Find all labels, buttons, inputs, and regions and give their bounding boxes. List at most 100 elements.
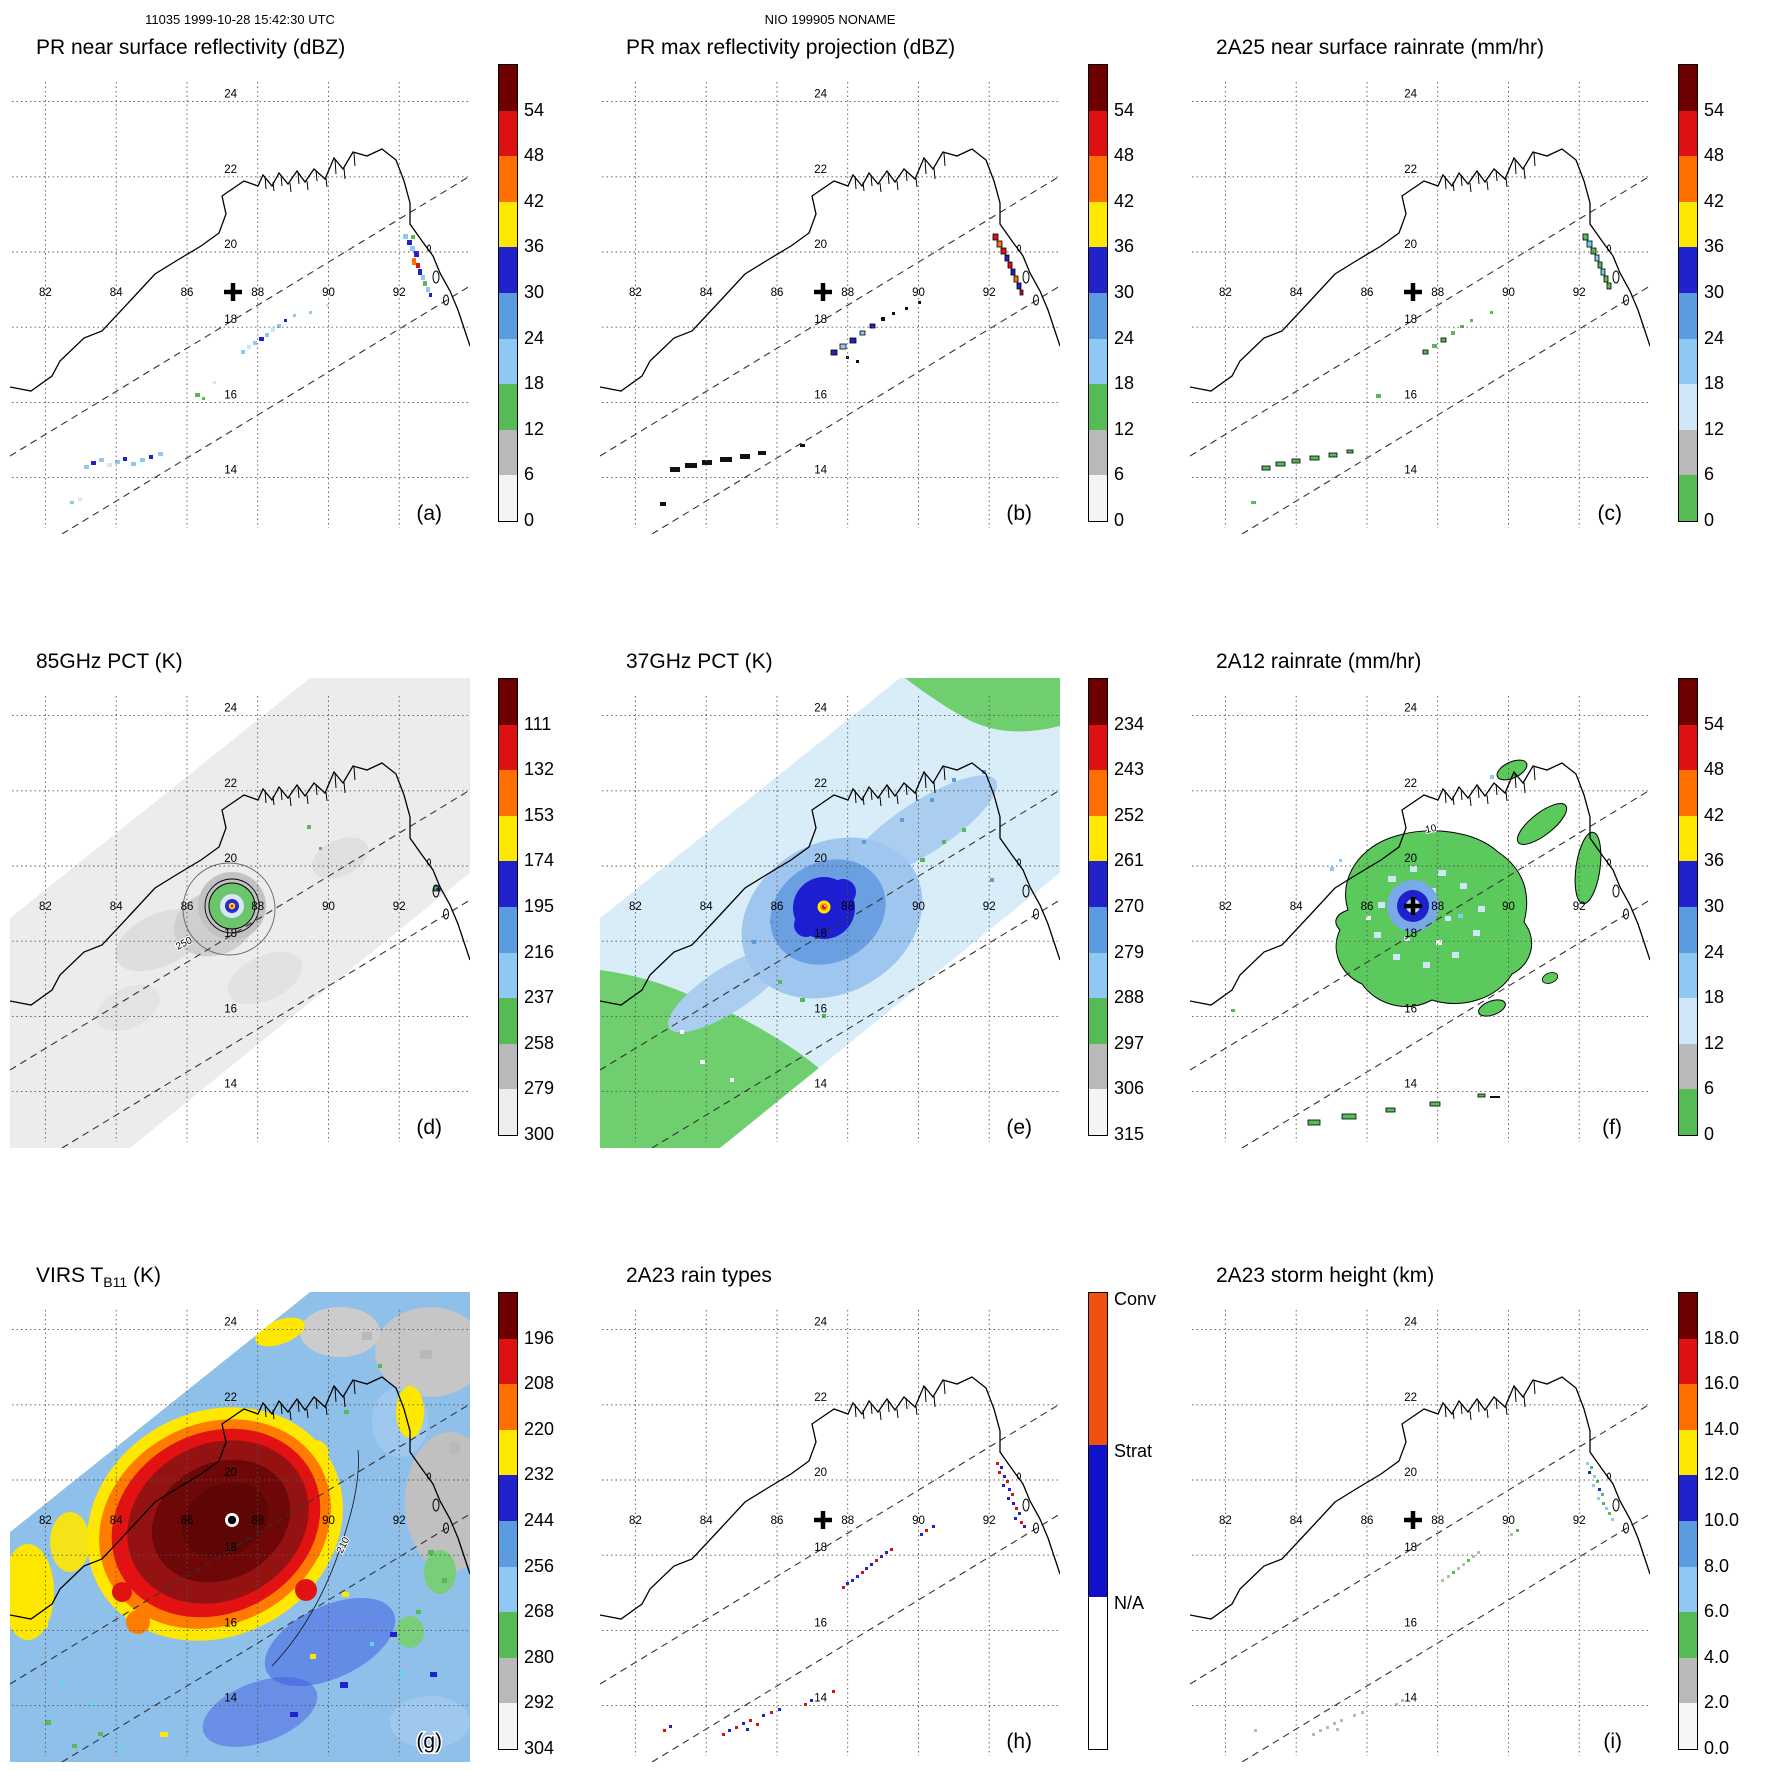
colorbar-tick-label: 12 (1114, 418, 1135, 439)
colorbar-segment (1679, 1043, 1697, 1090)
virs-ir-swath (10, 1292, 470, 1762)
data-pixel (752, 940, 756, 944)
data-pixel (195, 393, 200, 397)
data-pixel (45, 1720, 51, 1725)
data-pixel (310, 1654, 316, 1659)
data-pixel (996, 240, 1003, 248)
data-pixel (1008, 1488, 1011, 1491)
data-pixel (259, 337, 264, 341)
colorbar-tick-label: 196 (524, 1327, 555, 1348)
data-pixel (1447, 1575, 1450, 1578)
colorbar-segment (1679, 1429, 1697, 1476)
lon-label: 82 (39, 287, 52, 299)
data-pixel (1016, 282, 1022, 290)
lon-label: 82 (1219, 901, 1232, 913)
data-pixel (930, 798, 934, 802)
colorbar-tick-label: 288 (1114, 987, 1145, 1008)
data-pixel (149, 455, 153, 459)
data-pixel (284, 319, 287, 322)
lon-label: 92 (983, 901, 996, 913)
colorbar-labels: 18.0 16.0 14.0 12.0 10.0 8.0 6.0 4.0 2.0 0.0 (1704, 1292, 1766, 1757)
panel-i-map: 82 84 86 88 90 92 24 22 20 18 16 14 (i) (1190, 1309, 1650, 1762)
colorbar-segment (499, 1429, 517, 1476)
colorbar-segment (1679, 1089, 1697, 1135)
panel-letter: (f) (1602, 1116, 1622, 1139)
data-pixel (1438, 870, 1446, 876)
data-pixel (865, 1567, 868, 1570)
contour-value-label: 10 (1424, 823, 1438, 836)
data-pixel (1309, 455, 1320, 461)
colorbar-tick-label: 54 (524, 99, 545, 120)
data-pixel (862, 840, 866, 844)
data-pixel (1490, 1096, 1500, 1098)
panel-f-colorbar: 54 48 42 36 30 24 18 12 6 0 (1668, 678, 1768, 1148)
lon-label: 84 (700, 287, 713, 299)
data-pixel (1378, 902, 1385, 908)
colorbar-tick-label: 12 (1704, 1032, 1725, 1053)
data-pixel (99, 458, 104, 462)
swath-edge-lines (600, 175, 1060, 534)
colorbar-segment (1089, 292, 1107, 339)
data-pixel (416, 1610, 421, 1614)
data-pixel (920, 858, 925, 862)
data-pixel (1611, 1518, 1614, 1521)
data-pixel (1608, 1512, 1611, 1515)
data-pixel (1451, 331, 1455, 335)
colorbar-segment (1679, 952, 1697, 999)
data-pixel (1326, 1726, 1329, 1729)
colorbar-tick-label: 54 (1704, 713, 1725, 734)
data-pixel (1452, 1571, 1455, 1574)
panel-i: 2A23 storm height (km) 82 84 86 88 90 92 24 22 2… (1190, 1262, 1770, 1771)
data-pixel (1261, 465, 1271, 471)
lon-label: 90 (1502, 901, 1515, 913)
colorbar-segment (499, 1043, 517, 1090)
lat-label: 22 (814, 164, 827, 176)
lat-label: 18 (814, 928, 827, 940)
orbit-header: 11035 1999-10-28 15:42:30 UTC (145, 12, 335, 27)
lon-label: 84 (1290, 287, 1303, 299)
data-pixel (1011, 1493, 1014, 1496)
coast-details (1444, 152, 1629, 306)
colorbar-segment (499, 861, 517, 907)
colorbar-tick-label: 258 (524, 1032, 555, 1053)
data-pixel (746, 1728, 749, 1731)
colorbar-bar (498, 64, 518, 522)
rainrate-pixels (1251, 233, 1612, 504)
colorbar-tick-label: 18 (1704, 373, 1725, 394)
data-pixel (40, 1622, 48, 1628)
colorbar-bar (1088, 64, 1108, 522)
panel-g-colorbar: 196 208 220 232 244 256 268 280 292 304 (488, 1292, 588, 1762)
colorbar-tick-label: 232 (524, 1464, 555, 1485)
colorbar-segment (499, 429, 517, 476)
colorbar-tick-label: 297 (1114, 1032, 1145, 1053)
data-pixel (730, 1078, 734, 1082)
reflectivity-pixels (70, 234, 432, 504)
data-pixel (1388, 876, 1396, 882)
data-pixel (1586, 240, 1593, 248)
data-pixel (428, 1550, 434, 1555)
lat-label: 20 (1404, 239, 1417, 251)
colorbar-tick-label: 279 (524, 1078, 555, 1099)
lat-label: 16 (224, 389, 237, 401)
lat-label: 20 (1404, 1467, 1417, 1479)
data-pixel (1353, 1714, 1356, 1717)
colorbar-tick-label: 237 (524, 987, 555, 1008)
data-pixel (319, 847, 322, 850)
lon-label: 88 (1431, 901, 1444, 913)
colorbar-tick-label: 16.0 (1704, 1373, 1740, 1394)
colorbar-bar (1088, 1292, 1108, 1750)
panel-d: 85GHz PCT (K) (10, 648, 590, 1223)
colorbar-tick-label: 42 (1114, 190, 1135, 211)
data-pixel (663, 1729, 666, 1732)
data-pixel (1490, 311, 1493, 314)
data-pixel (290, 1712, 298, 1717)
lat-label: 14 (814, 465, 827, 477)
lat-label: 22 (1404, 164, 1417, 176)
colorbar-tick-label: 12.0 (1704, 1464, 1740, 1485)
data-pixel (1441, 1579, 1444, 1582)
lat-label: 22 (1404, 1392, 1417, 1404)
lon-label: 84 (700, 901, 713, 913)
data-pixel (1472, 1555, 1475, 1558)
lat-label: 22 (814, 778, 827, 790)
